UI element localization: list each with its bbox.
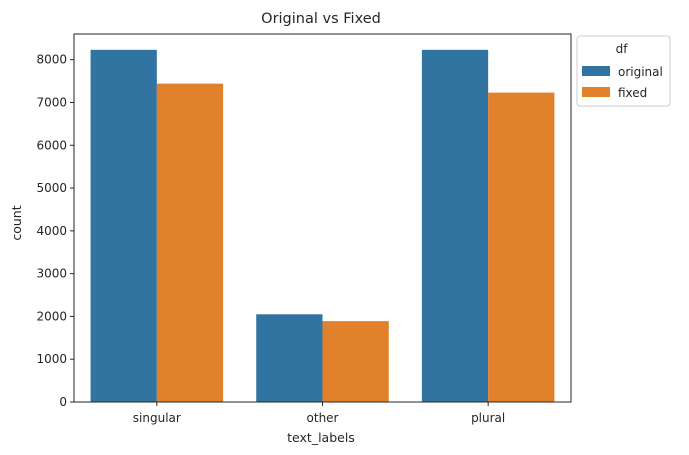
legend-swatch-original: [582, 66, 610, 76]
bar-other-original: [256, 314, 323, 402]
legend-swatch-fixed: [582, 87, 610, 97]
chart-title: Original vs Fixed: [261, 11, 381, 27]
bar-singular-original: [90, 49, 157, 402]
bar-singular-fixed: [156, 83, 224, 402]
legend: df original fixed: [576, 35, 671, 107]
y-tick-label: 4000: [36, 224, 67, 238]
legend-title: df: [616, 42, 629, 56]
y-tick-label: 1000: [36, 352, 67, 366]
legend-label-fixed: fixed: [618, 86, 647, 100]
x-tick-label-other: other: [307, 411, 339, 425]
x-axis-label: text_labels: [287, 430, 355, 445]
bar-plural-fixed: [488, 92, 555, 403]
y-tick-label: 3000: [36, 267, 67, 281]
y-tick-label: 0: [59, 395, 67, 409]
x-tick-label-singular: singular: [133, 411, 181, 425]
y-tick-label: 7000: [36, 95, 67, 109]
y-tick-label: 8000: [36, 53, 67, 67]
y-tick-label: 2000: [36, 309, 67, 323]
bar-plural-original: [421, 49, 489, 402]
x-tick-label-plural: plural: [471, 411, 505, 425]
y-tick-label: 6000: [36, 138, 67, 152]
bar-other-fixed: [322, 321, 389, 402]
y-axis-label: count: [9, 205, 24, 240]
plot-area: 0 1000 2000 3000 4000 5000 6000 7000 8000 singula…: [36, 33, 572, 425]
legend-label-original: original: [618, 65, 663, 79]
y-tick-label: 5000: [36, 181, 67, 195]
